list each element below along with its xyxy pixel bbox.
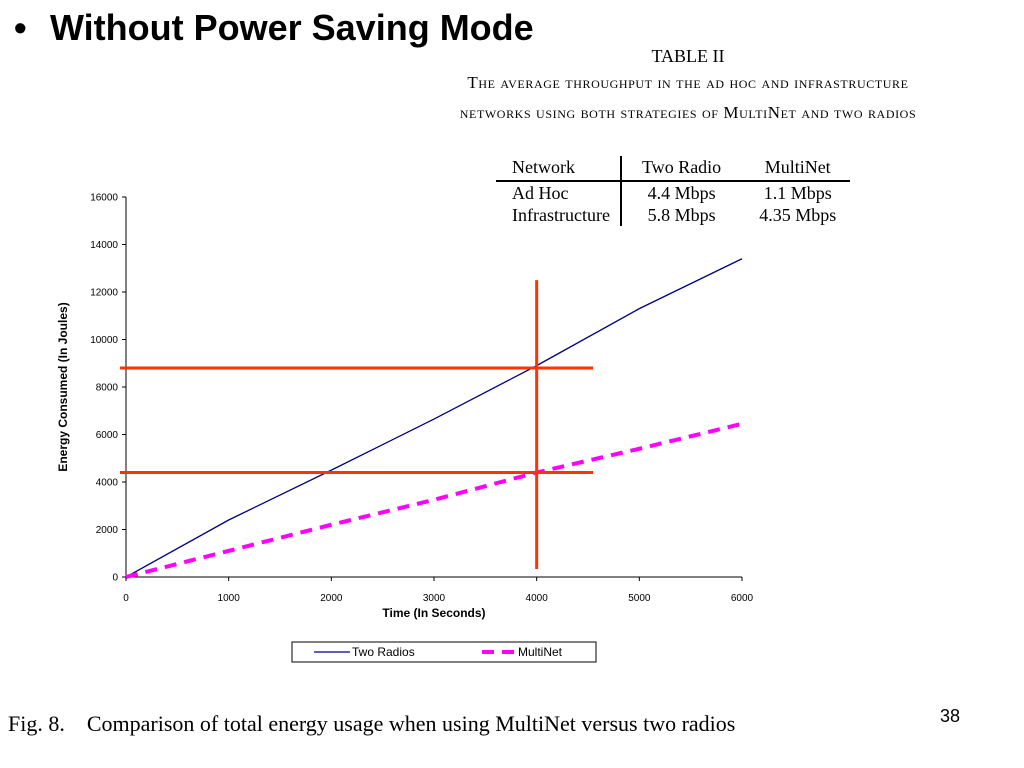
y-tick-label: 10000 [90, 335, 118, 346]
x-tick-label: 5000 [628, 593, 651, 604]
legend-label-two-radios: Two Radios [352, 645, 415, 659]
throughput-table: Network Two Radio MultiNet Ad Hoc 4.4 Mb… [496, 156, 851, 226]
table-cell: Infrastructure [496, 204, 622, 226]
table-caption-line-1: The average throughput in the ad hoc and… [467, 73, 909, 92]
figure-caption: Fig. 8. Comparison of total energy usage … [8, 712, 848, 736]
x-tick-label: 2000 [320, 593, 343, 604]
table-cell: 4.4 Mbps [647, 183, 716, 203]
x-tick-label: 0 [123, 593, 129, 604]
y-tick-label: 12000 [90, 288, 118, 299]
series-line-two-radios [125, 258, 743, 578]
table-header-row: Network Two Radio MultiNet [496, 156, 851, 182]
table-caption: TABLE II The average throughput in the a… [358, 44, 1018, 128]
slide-title: • Without Power Saving Mode [14, 6, 534, 50]
legend-label-multinet: MultiNet [518, 645, 563, 659]
y-axis-label: Energy Consumed (In Joules) [56, 302, 70, 471]
y-tick-label: 4000 [96, 478, 119, 489]
table-header-two-radio: Two Radio [620, 156, 742, 182]
y-tick-label: 8000 [96, 383, 119, 394]
figure-label: Fig. 8. [8, 711, 65, 736]
x-tick-label: 6000 [731, 593, 754, 604]
y-tick-label: 0 [112, 573, 118, 584]
x-axis-label: Time (In Seconds) [382, 606, 485, 620]
table-caption-line-2: networks using both strategies of MultiN… [459, 103, 917, 122]
x-tick-label: 1000 [218, 593, 241, 604]
table-header-multinet: MultiNet [741, 156, 851, 182]
table-cell: Ad Hoc [496, 181, 622, 204]
y-tick-label: 2000 [96, 525, 119, 536]
bullet-icon: • [14, 7, 27, 48]
slide-title-text: Without Power Saving Mode [50, 7, 534, 48]
x-tick-label: 4000 [526, 593, 549, 604]
legend-box [291, 641, 597, 663]
y-tick-label: 6000 [96, 430, 119, 441]
table-row: Infrastructure 5.8 Mbps 4.35 Mbps [496, 204, 850, 226]
figure-caption-text: Comparison of total energy usage when us… [86, 711, 736, 736]
table-row: Ad Hoc 4.4 Mbps 1.1 Mbps [496, 181, 850, 204]
table-cell: 1.1 Mbps [763, 183, 832, 203]
table-cell: 5.8 Mbps [647, 205, 716, 225]
page-number: 38 [940, 706, 961, 726]
y-tick-label: 16000 [90, 193, 118, 204]
x-tick-label: 3000 [423, 593, 446, 604]
y-tick-label: 14000 [90, 240, 118, 251]
series-line-multinet [125, 421, 743, 579]
table-header-network: Network [496, 156, 622, 182]
table-cell: 4.35 Mbps [759, 205, 837, 225]
table-number: TABLE II [651, 46, 725, 66]
